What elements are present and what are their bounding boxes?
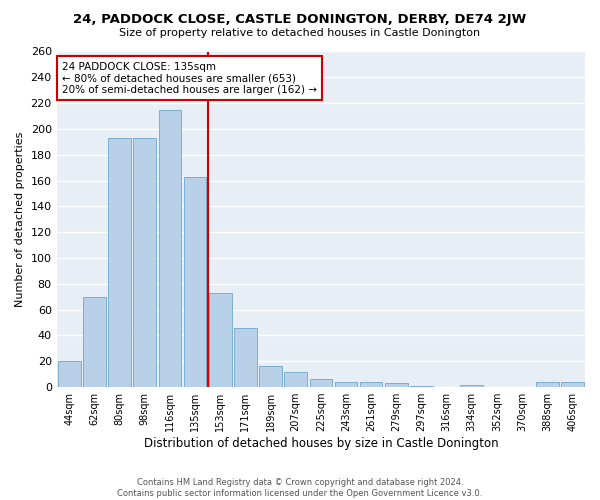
Bar (184, 176, 206, 387)
Bar (158, 110, 181, 387)
Bar (108, 138, 131, 387)
Text: Size of property relative to detached houses in Castle Donington: Size of property relative to detached ho… (119, 28, 481, 38)
Bar (410, 386, 433, 387)
X-axis label: Distribution of detached houses by size in Castle Donington: Distribution of detached houses by size … (143, 437, 498, 450)
Bar (536, 382, 559, 387)
Text: Contains HM Land Registry data © Crown copyright and database right 2024.
Contai: Contains HM Land Registry data © Crown c… (118, 478, 482, 498)
Bar (360, 382, 382, 387)
Bar (209, 293, 232, 387)
Bar (561, 382, 584, 387)
Text: 24 PADDOCK CLOSE: 135sqm
← 80% of detached houses are smaller (653)
20% of semi-: 24 PADDOCK CLOSE: 135sqm ← 80% of detach… (62, 62, 317, 95)
Bar (58, 362, 80, 387)
Text: 24, PADDOCK CLOSE, CASTLE DONINGTON, DERBY, DE74 2JW: 24, PADDOCK CLOSE, CASTLE DONINGTON, DER… (73, 12, 527, 26)
Bar (259, 366, 282, 387)
Bar (335, 382, 358, 387)
Bar (284, 372, 307, 387)
Bar (83, 296, 106, 387)
Y-axis label: Number of detached properties: Number of detached properties (15, 132, 25, 307)
Bar (310, 380, 332, 387)
Bar (234, 328, 257, 387)
Bar (460, 384, 483, 387)
Bar (133, 138, 156, 387)
Bar (385, 383, 407, 387)
